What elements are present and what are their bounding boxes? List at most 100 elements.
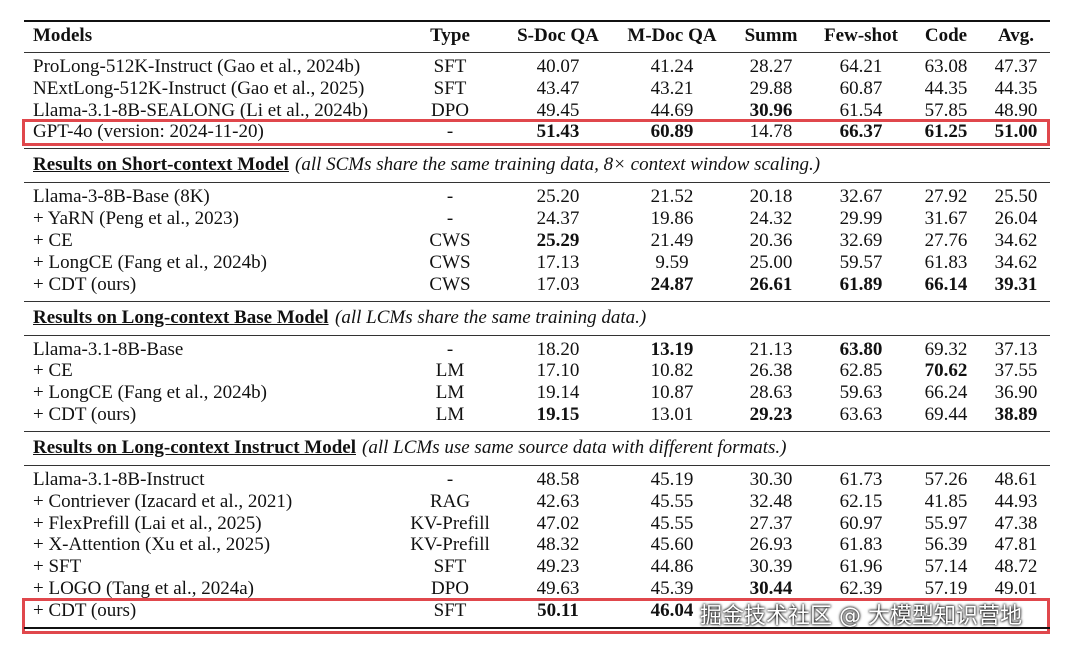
table-cell: 30.30 bbox=[749, 469, 793, 490]
table-cell: Llama-3-8B-Base (8K) bbox=[33, 186, 210, 208]
section-rule bbox=[24, 182, 1050, 184]
table-cell: 44.86 bbox=[650, 556, 694, 578]
table-cell: 64.21 bbox=[839, 56, 883, 77]
header-rule bbox=[24, 52, 1050, 53]
table-cell: ProLong-512K-Instruct (Gao et al., 2024b… bbox=[33, 56, 361, 77]
table-cell: 29.88 bbox=[749, 77, 793, 99]
table-cell: 19.86 bbox=[650, 208, 694, 230]
table-cell: 45.39 bbox=[650, 578, 694, 599]
table-cell: 49.01 bbox=[994, 578, 1038, 599]
table-cell: 26.93 bbox=[749, 534, 793, 556]
column-header: Code bbox=[924, 25, 968, 46]
table-cell: SFT bbox=[433, 56, 467, 77]
table-cell: - bbox=[446, 186, 454, 208]
table-cell: 37.13 bbox=[994, 338, 1038, 360]
section-note: (all LCMs share the same training data.) bbox=[335, 306, 647, 328]
table-cell: 13.19 bbox=[650, 338, 694, 360]
table-cell: 45.55 bbox=[650, 512, 694, 534]
table-cell: + LongCE (Fang et al., 2024b) bbox=[33, 382, 267, 404]
table-cell: 40.07 bbox=[536, 56, 580, 77]
section-title: Results on Short-context Model bbox=[33, 154, 289, 176]
table-cell: GPT-4o (version: 2024-11-20) bbox=[33, 121, 264, 143]
table-cell: 39.31 bbox=[994, 273, 1038, 295]
table-cell: 20.36 bbox=[749, 230, 793, 251]
table-cell: 44.35 bbox=[994, 77, 1038, 99]
table-cell: 43.47 bbox=[536, 77, 580, 99]
table-cell: 21.49 bbox=[650, 230, 694, 251]
table-cell: 45.60 bbox=[650, 534, 694, 556]
table-cell: 51.00 bbox=[994, 121, 1038, 143]
table-cell: 49.63 bbox=[536, 578, 580, 599]
table-cell: 61.73 bbox=[839, 469, 883, 490]
table-cell: 61.54 bbox=[839, 99, 883, 121]
table-cell: 57.85 bbox=[924, 99, 968, 121]
table-cell: 21.52 bbox=[650, 186, 694, 208]
table-cell: 26.04 bbox=[994, 208, 1038, 230]
table-cell: 55.97 bbox=[924, 512, 968, 534]
table-cell: 27.37 bbox=[749, 512, 793, 534]
table-cell: 57.19 bbox=[924, 578, 968, 599]
table-cell: + CE bbox=[33, 230, 73, 251]
table-cell: LM bbox=[435, 382, 465, 404]
table-cell: 41.85 bbox=[924, 490, 968, 512]
table-cell: DPO bbox=[430, 99, 470, 121]
table-cell: LM bbox=[435, 404, 465, 425]
table-cell: 62.85 bbox=[839, 360, 883, 382]
table-cell: 32.48 bbox=[749, 490, 793, 512]
table-cell: 25.00 bbox=[749, 251, 793, 273]
table-cell: 34.62 bbox=[994, 251, 1038, 273]
table-cell: + CDT (ours) bbox=[33, 273, 137, 295]
table-cell: 60.87 bbox=[839, 77, 883, 99]
table-cell: 66.24 bbox=[924, 382, 968, 404]
table-cell: DPO bbox=[430, 578, 470, 599]
table-cell: 26.38 bbox=[749, 360, 793, 382]
column-header: M-Doc QA bbox=[627, 25, 717, 46]
table-cell: + YaRN (Peng et al., 2023) bbox=[33, 208, 239, 230]
table-cell: CWS bbox=[429, 273, 471, 295]
table-cell: 24.87 bbox=[650, 273, 694, 295]
section-rule bbox=[24, 431, 1050, 432]
table-cell: 62.15 bbox=[839, 490, 883, 512]
table-cell: 63.08 bbox=[924, 56, 968, 77]
table-cell: 13.01 bbox=[650, 404, 694, 425]
table-cell: 66.14 bbox=[924, 273, 968, 295]
table-cell: NExtLong-512K-Instruct (Gao et al., 2025… bbox=[33, 77, 365, 99]
table-cell: 69.32 bbox=[924, 338, 968, 360]
table-cell: 44.35 bbox=[924, 77, 968, 99]
table-cell: 37.55 bbox=[994, 360, 1038, 382]
table-cell: 10.87 bbox=[650, 382, 694, 404]
table-cell: 44.93 bbox=[994, 490, 1038, 512]
table-cell: - bbox=[446, 208, 454, 230]
table-cell: 30.39 bbox=[749, 556, 793, 578]
table-cell: 66.37 bbox=[839, 121, 883, 143]
table-cell: 61.96 bbox=[839, 556, 883, 578]
table-cell: 32.69 bbox=[839, 230, 883, 251]
table-cell: 62.39 bbox=[839, 578, 883, 599]
table-cell: RAG bbox=[429, 490, 471, 512]
table-cell: 14.78 bbox=[749, 121, 793, 143]
table-cell: 24.37 bbox=[536, 208, 580, 230]
table-cell: 17.10 bbox=[536, 360, 580, 382]
table-cell: CWS bbox=[429, 230, 471, 251]
table-cell: 48.90 bbox=[994, 99, 1038, 121]
section-note: (all SCMs share the same training data, … bbox=[295, 154, 821, 176]
table-cell: 27.76 bbox=[924, 230, 968, 251]
table-cell: + SFT bbox=[33, 556, 82, 578]
table-cell: 61.89 bbox=[839, 273, 883, 295]
section-rule bbox=[24, 148, 1050, 150]
table-cell: 31.67 bbox=[924, 208, 968, 230]
table-cell: 61.83 bbox=[924, 251, 968, 273]
table-cell: 36.90 bbox=[994, 382, 1038, 404]
table-cell: 30.96 bbox=[749, 99, 793, 121]
table-cell: LM bbox=[435, 360, 465, 382]
table-cell: 29.23 bbox=[749, 404, 793, 425]
column-header: Type bbox=[430, 25, 470, 46]
table-cell: Llama-3.1-8B-Instruct bbox=[33, 469, 205, 490]
table-cell: 24.32 bbox=[749, 208, 793, 230]
table-cell: 45.55 bbox=[650, 490, 694, 512]
table-cell: 61.83 bbox=[839, 534, 883, 556]
table-cell: + CDT (ours) bbox=[33, 599, 137, 621]
table-cell: 46.04 bbox=[650, 599, 694, 621]
table-cell: 49.45 bbox=[536, 99, 580, 121]
table-cell: 43.21 bbox=[650, 77, 694, 99]
